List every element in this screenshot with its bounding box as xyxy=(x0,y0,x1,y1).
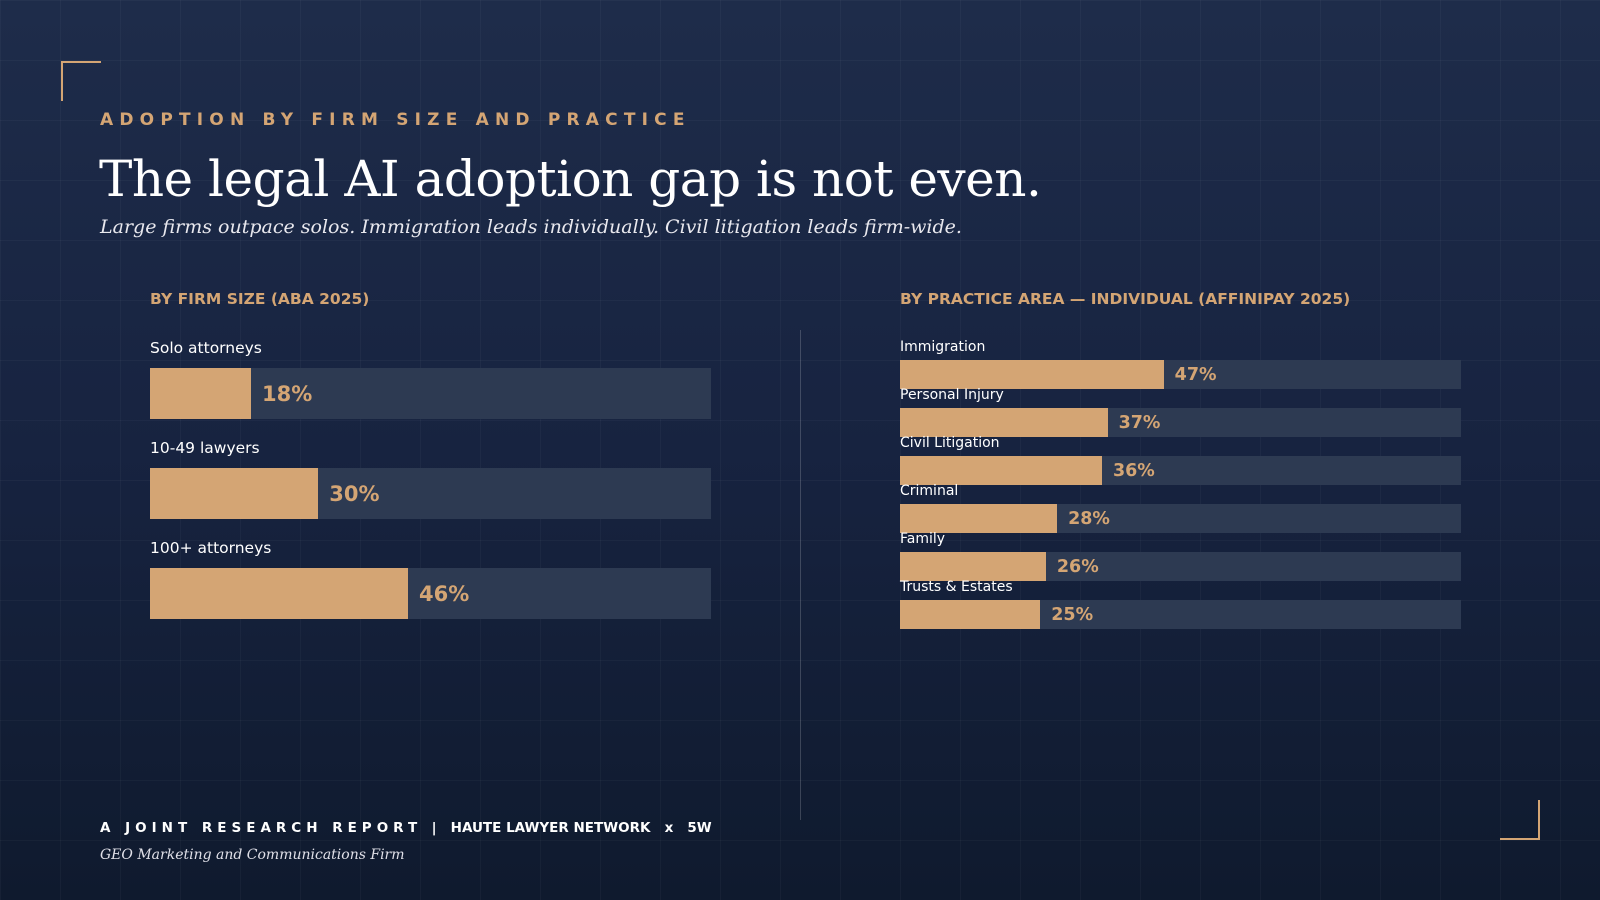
bar-fill xyxy=(900,408,1108,437)
bar-fill xyxy=(900,552,1046,581)
bar-label: Immigration xyxy=(900,339,986,355)
bar-value-label: 47% xyxy=(1174,364,1217,385)
bar-track: 37% xyxy=(900,408,1461,437)
bar-label: Family xyxy=(900,531,946,547)
bar-label: Personal Injury xyxy=(900,387,1004,403)
bar-row: Immigration 47% xyxy=(900,339,1461,389)
bar-row: 10-49 lawyers 30% xyxy=(150,439,711,519)
bar-track: 28% xyxy=(900,504,1461,533)
subtitle: Large firms outpace solos. Immigration l… xyxy=(100,216,962,238)
bar-row: Personal Injury 37% xyxy=(900,387,1461,437)
bar-row: Family 26% xyxy=(900,531,1461,581)
page-title: The legal AI adoption gap is not even. xyxy=(99,150,1042,208)
chart-title-practice-area: BY PRACTICE AREA — INDIVIDUAL (AFFINIPAY… xyxy=(900,290,1351,308)
bar-label: Civil Litigation xyxy=(900,435,1000,451)
footer-partner2: 5W xyxy=(687,820,712,836)
bar-row: Solo attorneys 18% xyxy=(150,339,711,419)
footer-report: A JOINT RESEARCH REPORT xyxy=(100,820,423,836)
bar-label: Solo attorneys xyxy=(150,339,262,357)
footer-tagline: GEO Marketing and Communications Firm xyxy=(100,847,405,863)
bar-value-label: 18% xyxy=(261,381,313,406)
bar-fill xyxy=(150,468,319,519)
bar-value-label: 37% xyxy=(1118,412,1161,433)
bar-label: Trusts & Estates xyxy=(900,579,1013,595)
footer-partner: HAUTE LAWYER NETWORK xyxy=(450,820,651,836)
bar-value-label: 28% xyxy=(1068,508,1110,529)
bar-label: Criminal xyxy=(900,483,959,499)
bar-row: Trusts & Estates 25% xyxy=(900,579,1461,629)
footer-credit: A JOINT RESEARCH REPORT | HAUTE LAWYER N… xyxy=(100,820,712,836)
divider xyxy=(800,330,801,820)
bar-label: 100+ attorneys xyxy=(150,539,272,557)
eyebrow: ADOPTION BY FIRM SIZE AND PRACTICE xyxy=(100,110,691,130)
corner-bracket-top-left xyxy=(61,61,101,101)
bar-value-label: 30% xyxy=(329,481,380,506)
bar-track: 36% xyxy=(900,456,1461,485)
bar-value-label: 36% xyxy=(1112,460,1155,481)
bar-value-label: 46% xyxy=(419,581,470,606)
chart-title-firm-size: BY FIRM SIZE (ABA 2025) xyxy=(150,290,370,308)
bar-row: Criminal 28% xyxy=(900,483,1461,533)
bar-fill xyxy=(900,360,1164,389)
bar-value-label: 26% xyxy=(1056,556,1099,577)
bar-fill xyxy=(900,504,1058,533)
footer-x: x xyxy=(664,820,674,836)
bar-track: 47% xyxy=(900,360,1461,389)
bar-track: 30% xyxy=(150,468,711,519)
bar-track: 25% xyxy=(900,600,1461,629)
bar-row: 100+ attorneys 46% xyxy=(150,539,711,619)
footer-sep: | xyxy=(431,820,437,836)
bar-track: 18% xyxy=(150,368,711,419)
bar-track: 26% xyxy=(900,552,1461,581)
bar-row: Civil Litigation 36% xyxy=(900,435,1461,485)
bar-value-label: 25% xyxy=(1051,604,1094,625)
bar-fill xyxy=(900,456,1102,485)
bar-track: 46% xyxy=(150,568,711,619)
bar-fill xyxy=(150,368,251,419)
bar-fill xyxy=(150,568,409,619)
bar-label: 10-49 lawyers xyxy=(150,439,260,457)
bar-fill xyxy=(900,600,1041,629)
corner-bracket-bottom-right xyxy=(1500,800,1540,840)
